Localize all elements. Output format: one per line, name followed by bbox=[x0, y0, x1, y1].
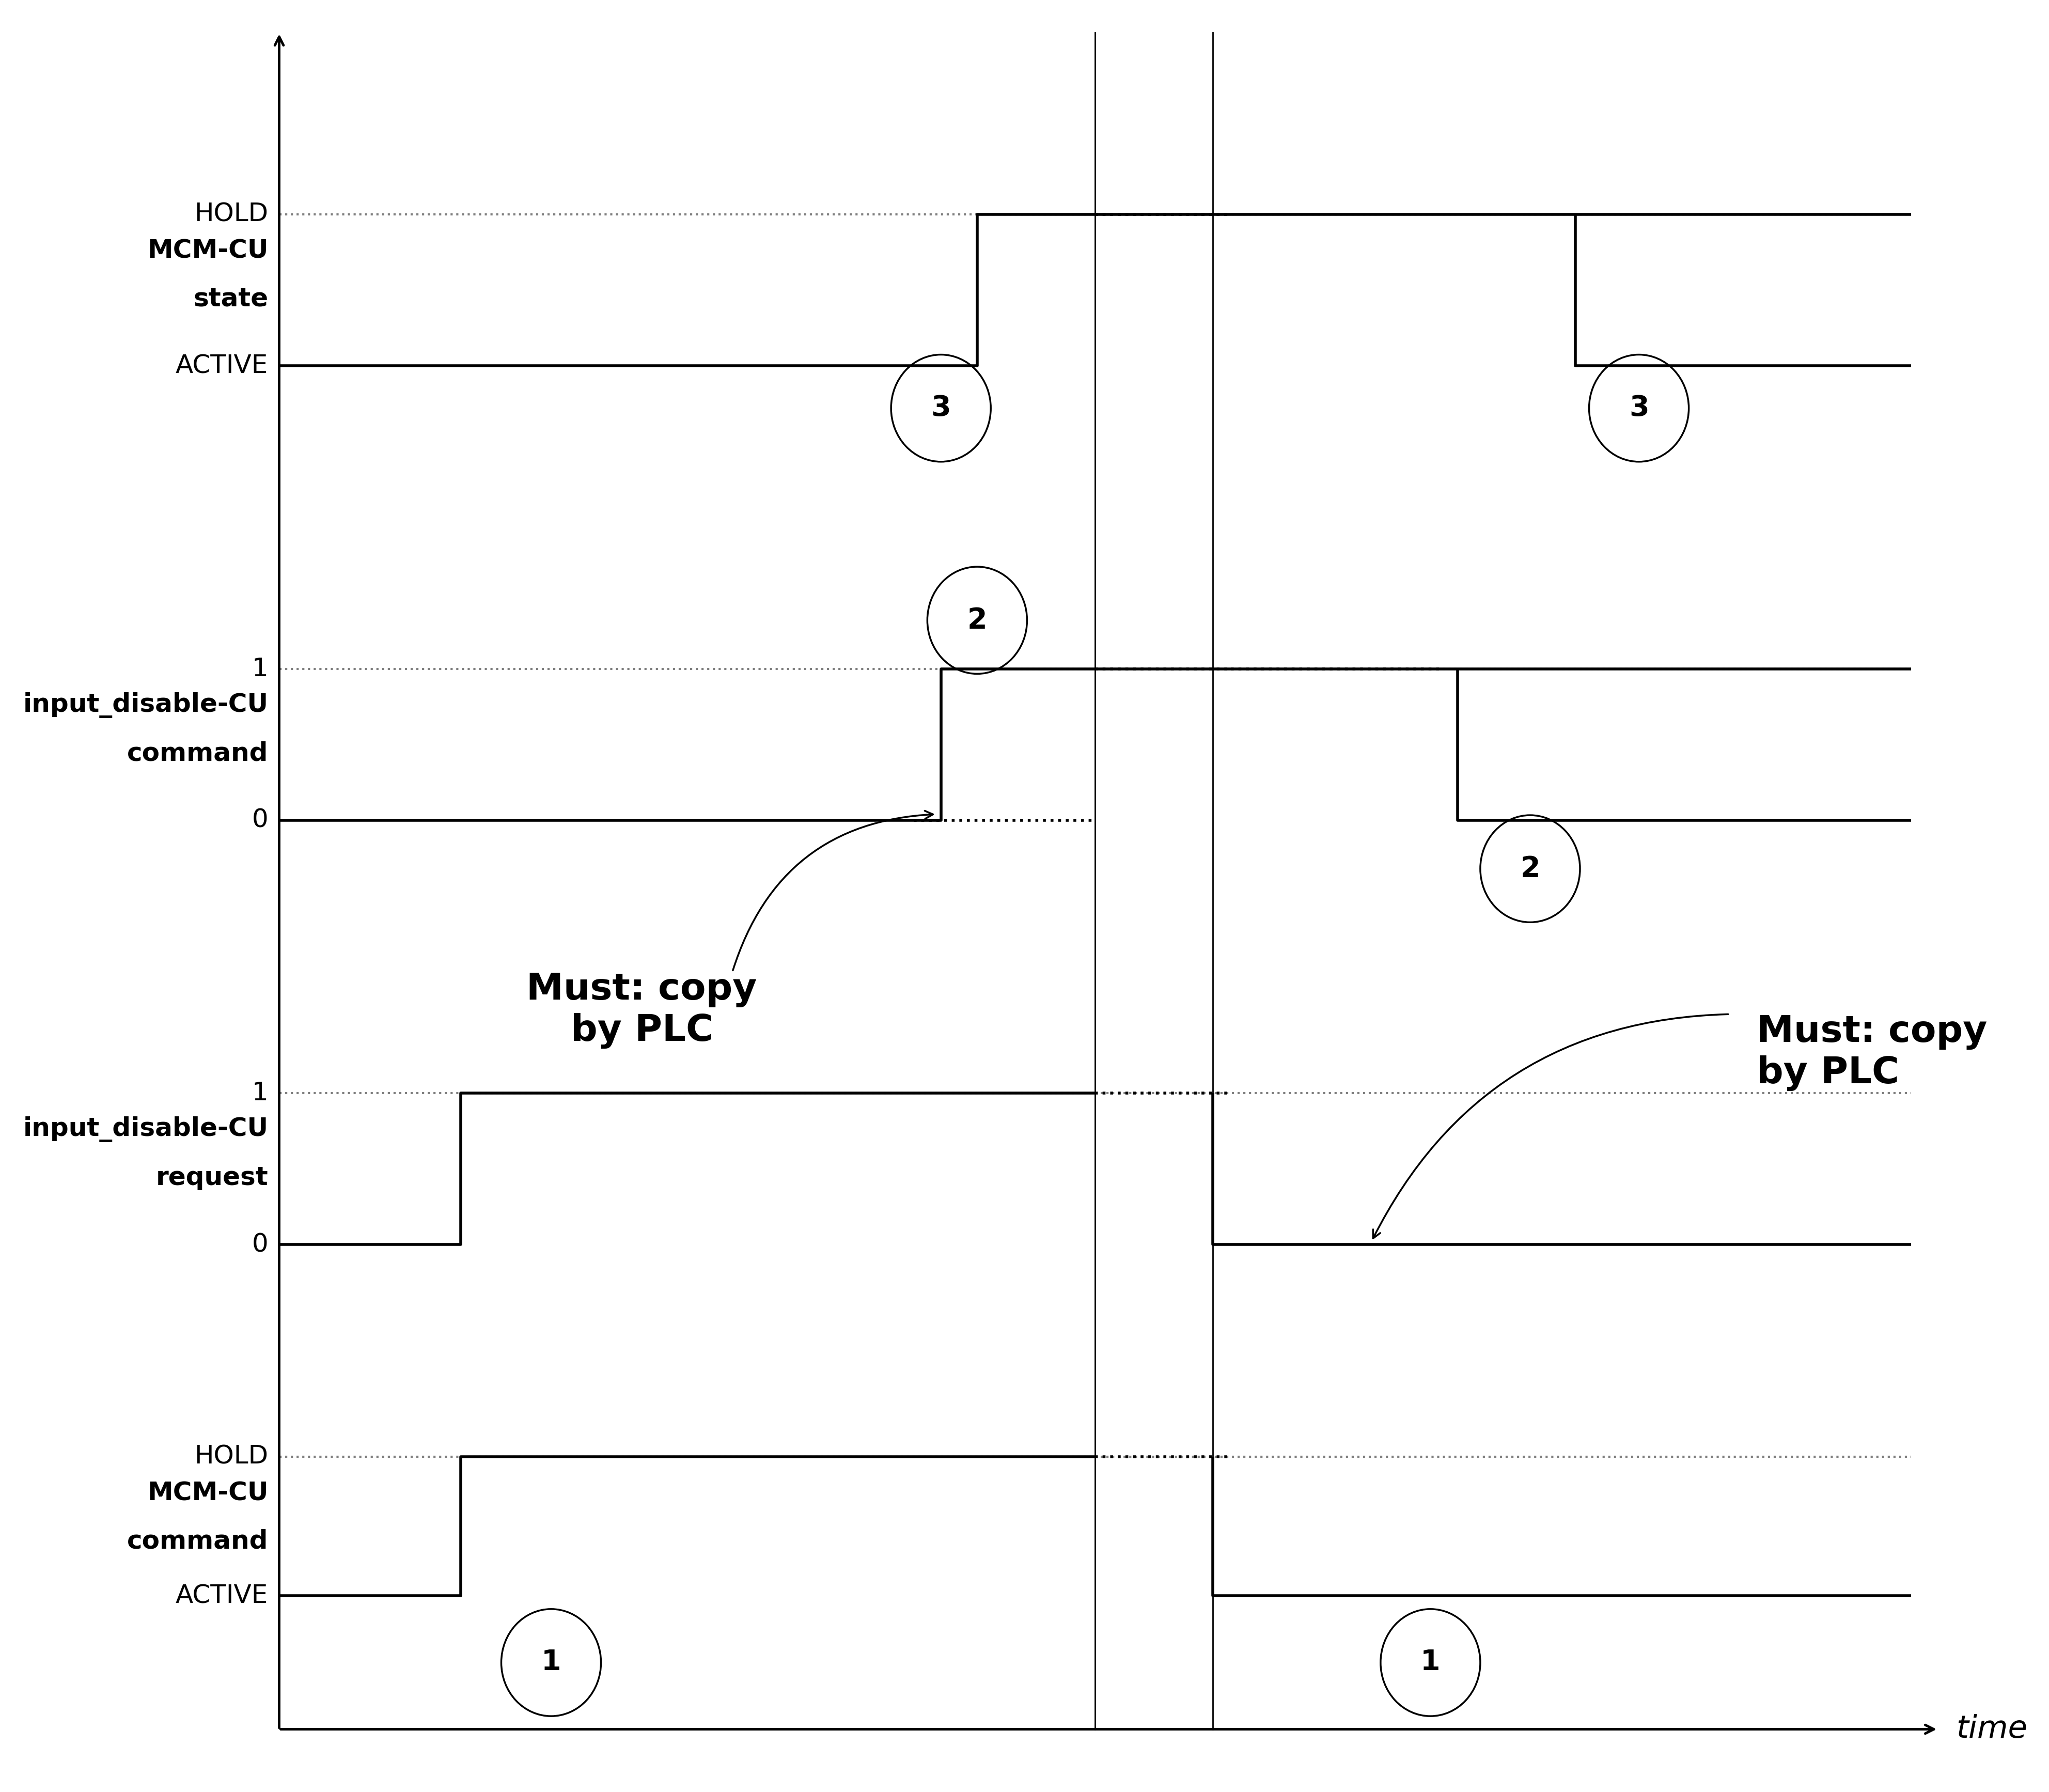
Text: command: command bbox=[127, 742, 268, 765]
Text: 2: 2 bbox=[1520, 855, 1541, 883]
Text: 1: 1 bbox=[252, 1081, 268, 1106]
Text: 1: 1 bbox=[1420, 1649, 1440, 1677]
Text: 3: 3 bbox=[930, 394, 951, 423]
Text: request: request bbox=[156, 1165, 268, 1190]
Text: Must: copy
by PLC: Must: copy by PLC bbox=[527, 971, 756, 1048]
Text: HOLD: HOLD bbox=[195, 1444, 268, 1469]
Text: 0: 0 bbox=[252, 808, 268, 833]
Text: MCM-CU: MCM-CU bbox=[148, 1480, 268, 1505]
Text: 3: 3 bbox=[1629, 394, 1649, 423]
Text: ACTIVE: ACTIVE bbox=[176, 353, 268, 378]
Text: input_disable-CU: input_disable-CU bbox=[23, 692, 268, 719]
Text: input_disable-CU: input_disable-CU bbox=[23, 1116, 268, 1142]
Text: Must: copy
by PLC: Must: copy by PLC bbox=[1756, 1014, 1988, 1091]
Text: 2: 2 bbox=[967, 606, 988, 634]
Text: MCM-CU: MCM-CU bbox=[148, 238, 268, 263]
Text: ACTIVE: ACTIVE bbox=[176, 1584, 268, 1609]
Text: 0: 0 bbox=[252, 1233, 268, 1256]
Text: state: state bbox=[193, 287, 268, 312]
Text: command: command bbox=[127, 1529, 268, 1554]
Text: 1: 1 bbox=[252, 656, 268, 681]
Text: time: time bbox=[1957, 1713, 2029, 1744]
Text: 1: 1 bbox=[541, 1649, 561, 1677]
Text: HOLD: HOLD bbox=[195, 202, 268, 226]
